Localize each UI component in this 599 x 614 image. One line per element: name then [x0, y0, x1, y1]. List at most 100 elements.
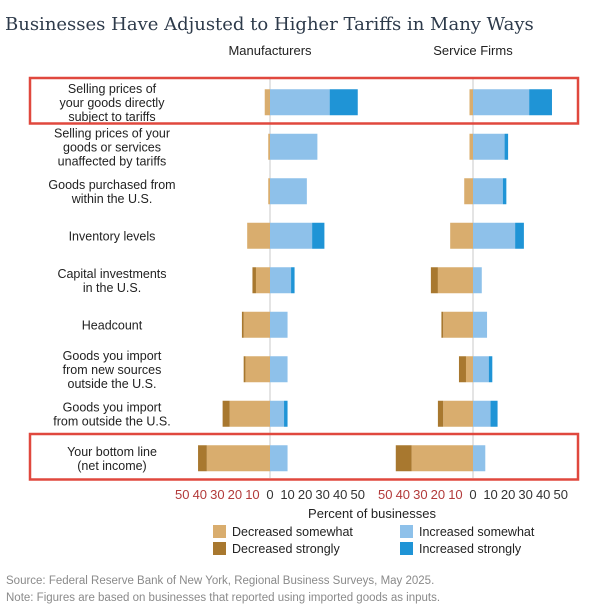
bar-decreased-somewhat [243, 311, 270, 338]
x-tick-label: 50 [554, 487, 568, 502]
bar-decreased-somewhat [443, 400, 473, 427]
x-tick-label: 50 [175, 487, 189, 502]
category-label: Goods purchased from within the U.S. [48, 178, 175, 206]
figures-note: Note: Figures are based on businesses th… [6, 592, 440, 604]
chart-title: Businesses Have Adjusted to Higher Tarif… [5, 14, 534, 35]
bar-increased-somewhat [270, 178, 307, 205]
bar-decreased-strongly [243, 356, 246, 383]
legend-swatch [213, 542, 226, 555]
bar-decreased-somewhat [268, 133, 270, 160]
bar-increased-somewhat [473, 133, 505, 160]
x-tick-label: 20 [501, 487, 515, 502]
x-tick-label: 40 [333, 487, 347, 502]
x-tick-label: 50 [378, 487, 392, 502]
category-label: Capital investments in the U.S. [57, 267, 166, 295]
x-tick-label: 30 [518, 487, 532, 502]
category-label: Selling prices of your goods or services u… [54, 126, 170, 168]
x-tick-label: 20 [228, 487, 242, 502]
bar-decreased-strongly [252, 267, 256, 294]
x-axis-label: Percent of businesses [308, 506, 436, 521]
bar-increased-somewhat [270, 445, 288, 472]
bar-decreased-somewhat [264, 89, 270, 116]
highlight-box [28, 76, 580, 125]
bar-increased-somewhat [270, 400, 285, 427]
legend-label: Decreased somewhat [232, 525, 353, 539]
x-tick-label: 30 [315, 487, 329, 502]
bar-decreased-somewhat [465, 356, 473, 383]
bar-decreased-strongly [395, 445, 412, 472]
x-tick-label: 0 [266, 487, 273, 502]
bar-increased-somewhat [473, 222, 516, 249]
bar-increased-strongly [291, 267, 295, 294]
category-label: Your bottom line (net income) [67, 445, 157, 473]
bar-increased-strongly [312, 222, 325, 249]
bar-increased-somewhat [270, 222, 313, 249]
source-note: Source: Federal Reserve Bank of New York… [6, 575, 434, 587]
category-label: Headcount [82, 318, 143, 332]
x-tick-label: 40 [536, 487, 550, 502]
x-tick-label: 50 [351, 487, 365, 502]
bar-increased-somewhat [270, 133, 318, 160]
panel-title: Service Firms [433, 43, 513, 58]
x-tick-label: 20 [298, 487, 312, 502]
bar-decreased-somewhat [464, 178, 473, 205]
bar-decreased-strongly [430, 267, 438, 294]
bar-increased-strongly [502, 178, 507, 205]
bar-decreased-somewhat [469, 133, 473, 160]
panel-title: Manufacturers [228, 43, 312, 58]
bar-increased-strongly [504, 133, 509, 160]
bar-increased-somewhat [473, 89, 530, 116]
bar-decreased-strongly [458, 356, 466, 383]
category-labels: Selling prices of your goods directly subj… [48, 82, 175, 473]
bar-increased-somewhat [473, 311, 488, 338]
bar-decreased-somewhat [268, 178, 270, 205]
x-tick-label: 30 [413, 487, 427, 502]
legend: Decreased somewhat Increased somewhat Decr… [213, 525, 535, 556]
bar-increased-somewhat [270, 356, 288, 383]
bar-decreased-somewhat [255, 267, 270, 294]
legend-swatch [213, 525, 226, 538]
bar-increased-strongly [284, 400, 288, 427]
bar-decreased-somewhat [229, 400, 270, 427]
bar-increased-strongly [529, 89, 552, 116]
bar-increased-strongly [490, 400, 498, 427]
bar-increased-somewhat [473, 445, 486, 472]
x-tick-label: 40 [193, 487, 207, 502]
x-tick-label: 10 [448, 487, 462, 502]
x-tick-label: 40 [396, 487, 410, 502]
bar-decreased-somewhat [411, 445, 473, 472]
bar-decreased-somewhat [206, 445, 270, 472]
category-label: Goods you import from new sources outside … [63, 349, 162, 391]
bar-decreased-somewhat [469, 89, 473, 116]
legend-label: Decreased strongly [232, 542, 340, 556]
bar-decreased-somewhat [443, 311, 473, 338]
x-tick-label: 30 [210, 487, 224, 502]
bar-increased-somewhat [270, 267, 292, 294]
category-label: Selling prices of your goods directly subj… [60, 82, 166, 124]
x-tick-label: 10 [483, 487, 497, 502]
x-tick-label: 10 [245, 487, 259, 502]
x-tick-label: 0 [469, 487, 476, 502]
bar-increased-strongly [488, 356, 493, 383]
category-label: Inventory levels [69, 229, 156, 243]
category-label: Goods you import from outside the U.S. [53, 400, 170, 428]
bar-increased-somewhat [473, 356, 489, 383]
bar-decreased-somewhat [247, 222, 270, 249]
bar-decreased-somewhat [450, 222, 473, 249]
highlight-box [28, 432, 580, 481]
bar-decreased-strongly [222, 400, 230, 427]
highlight-boxes [28, 76, 580, 481]
bar-increased-somewhat [270, 311, 288, 338]
bar-decreased-somewhat [245, 356, 270, 383]
legend-swatch [400, 525, 413, 538]
x-tick-label: 10 [280, 487, 294, 502]
legend-swatch [400, 542, 413, 555]
bar-increased-somewhat [270, 89, 330, 116]
bar-decreased-somewhat [437, 267, 473, 294]
bar-decreased-strongly [198, 445, 207, 472]
bar-decreased-strongly [437, 400, 444, 427]
